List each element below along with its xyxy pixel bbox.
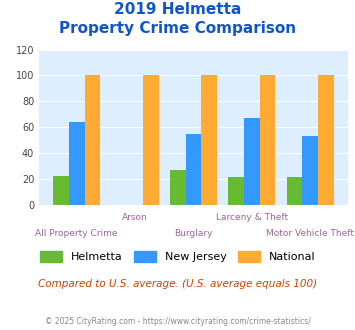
Bar [186,134,201,205]
Text: Burglary: Burglary [174,229,213,238]
Text: Property Crime Comparison: Property Crime Comparison [59,21,296,36]
Bar [53,176,69,205]
Text: Arson: Arson [122,213,148,222]
Text: 2019 Helmetta: 2019 Helmetta [114,2,241,16]
Text: Motor Vehicle Theft: Motor Vehicle Theft [266,229,354,238]
Bar [228,178,244,205]
Bar [286,178,302,205]
Legend: Helmetta, New Jersey, National: Helmetta, New Jersey, National [35,247,320,267]
Text: © 2025 CityRating.com - https://www.cityrating.com/crime-statistics/: © 2025 CityRating.com - https://www.city… [45,317,310,326]
Text: All Property Crime: All Property Crime [36,229,118,238]
Bar [302,136,318,205]
Bar [260,75,275,205]
Bar [84,75,100,205]
Text: Compared to U.S. average. (U.S. average equals 100): Compared to U.S. average. (U.S. average … [38,279,317,289]
Bar [244,118,260,205]
Bar [143,75,159,205]
Bar [318,75,334,205]
Bar [69,122,84,205]
Text: Larceny & Theft: Larceny & Theft [216,213,288,222]
Bar [170,170,186,205]
Bar [201,75,217,205]
